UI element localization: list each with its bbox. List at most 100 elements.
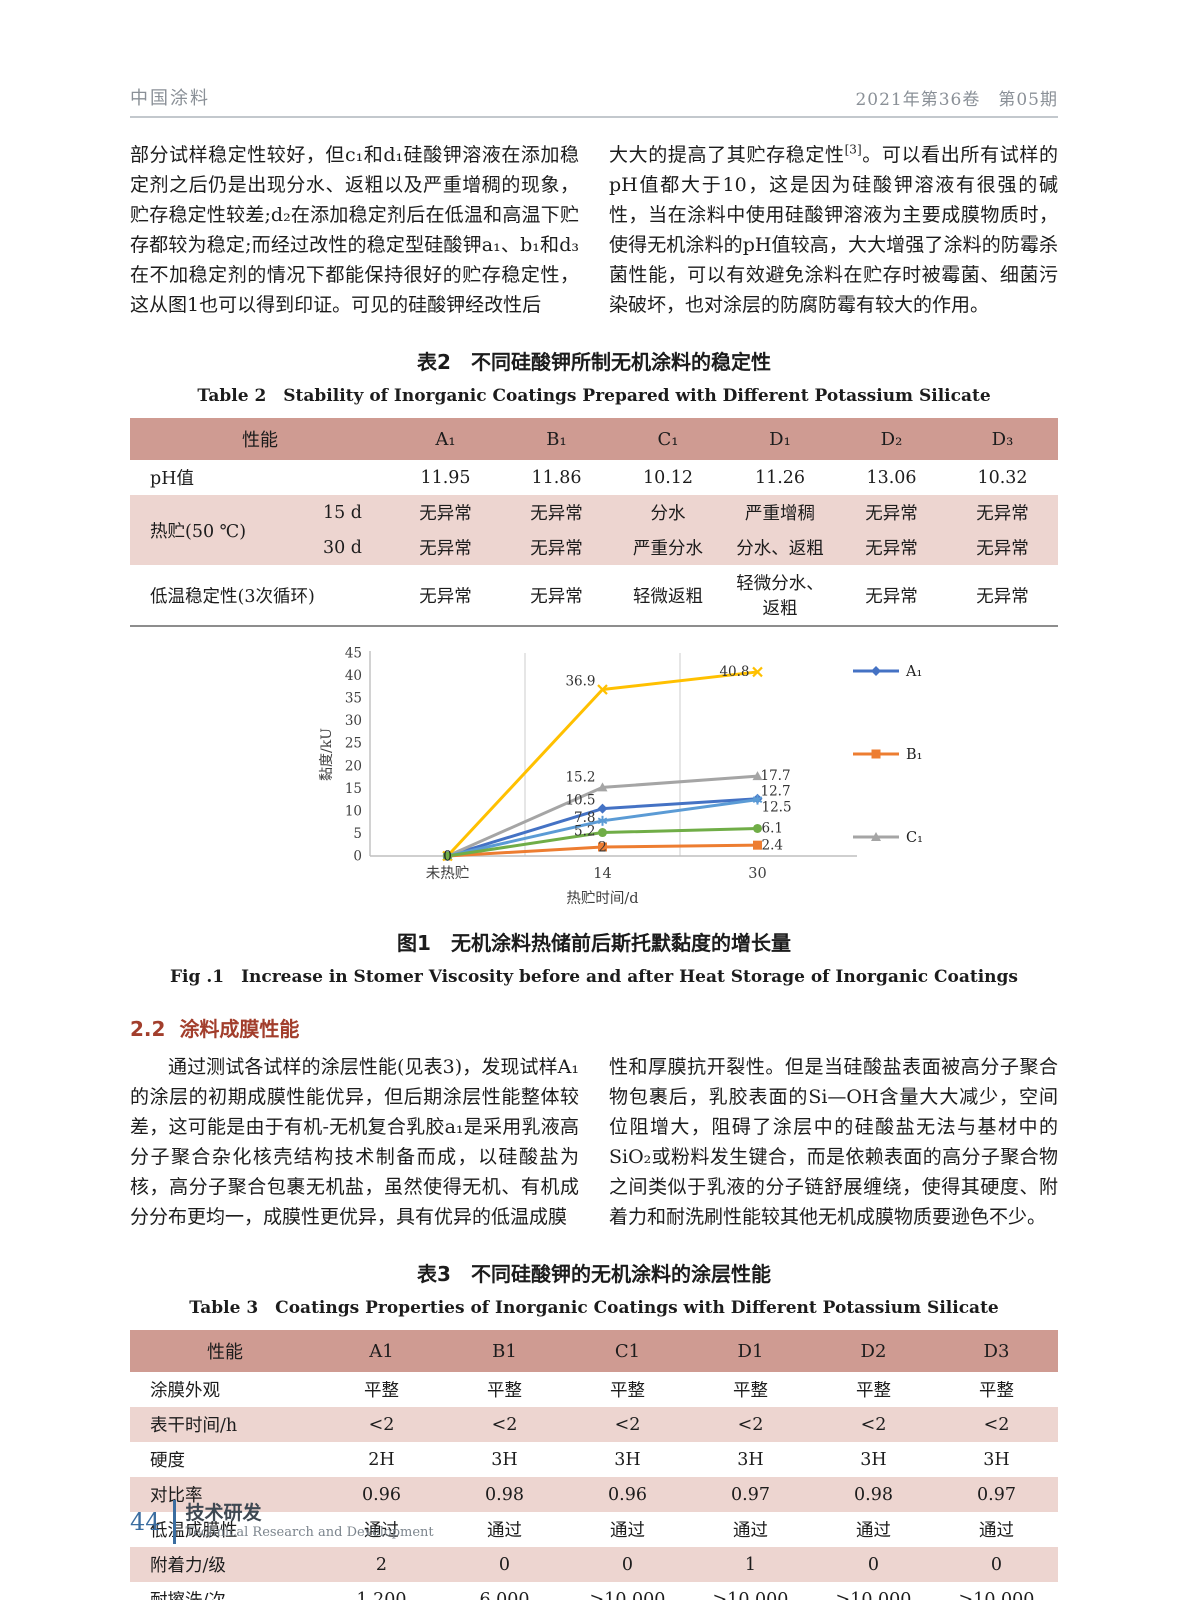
table3-title-cn: 表3 不同硅酸钾的无机涂料的涂层性能 bbox=[417, 1262, 771, 1286]
table-cell: 11.86 bbox=[531, 467, 582, 488]
data-label: 0 bbox=[443, 849, 452, 865]
marker-x bbox=[752, 666, 763, 678]
page-number: 44 bbox=[130, 1508, 161, 1536]
y-tick-label: 0 bbox=[353, 849, 362, 865]
table-header-cell: D3 bbox=[935, 1330, 1058, 1372]
footer-section-cn: 技术研发 bbox=[185, 1502, 262, 1524]
data-label: 40.8 bbox=[719, 664, 749, 680]
marker-diamond bbox=[597, 803, 608, 814]
marker-square bbox=[753, 840, 762, 850]
table-header-cell: D1 bbox=[689, 1330, 812, 1372]
table-cell: 通过 bbox=[733, 1521, 768, 1541]
table2: 性能 A₁ B₁ C₁ D₁ D₂ D₃ pH值 11.95 11.86 10.… bbox=[130, 418, 1058, 627]
marker-diamond bbox=[871, 666, 881, 676]
issue-info: 2021年第36卷 第05期 bbox=[855, 90, 1058, 110]
table-cell: 无异常 bbox=[836, 495, 947, 530]
data-label: 7.8 bbox=[574, 810, 595, 826]
data-label: 2.4 bbox=[762, 838, 783, 854]
table-cell: 1 200 bbox=[356, 1589, 407, 1600]
y-tick-label: 5 bbox=[353, 826, 362, 842]
marker-triangle bbox=[752, 771, 763, 781]
table-cell: <2 bbox=[689, 1407, 812, 1442]
table-cell: 轻微返粗 bbox=[633, 586, 703, 607]
table-cell: 平整 bbox=[856, 1381, 891, 1401]
section-title: 涂料成膜性能 bbox=[179, 1017, 300, 1041]
table-cell: 3H bbox=[614, 1449, 641, 1470]
table-cell: >10 000 bbox=[589, 1589, 666, 1600]
y-tick-label: 15 bbox=[345, 781, 362, 797]
table-cell: <2 bbox=[566, 1407, 689, 1442]
table-cell: 通过 bbox=[979, 1521, 1014, 1541]
table-cell: 3H bbox=[491, 1449, 518, 1470]
table-cell: 低温成膜性 bbox=[150, 1521, 238, 1541]
marker-circle bbox=[443, 851, 452, 861]
x-tick-label: 30 bbox=[748, 866, 766, 882]
table3-title-en: Table 3 Coatings Properties of Inorganic… bbox=[189, 1298, 999, 1318]
table-cell: 2H bbox=[368, 1449, 395, 1470]
table-row: 耐擦洗/次 1 200 6 000 >10 000 >10 000 >10 000 >10 … bbox=[130, 1582, 1058, 1600]
intro-right-text-cont: 。可以看出所有试样的pH值都大于10，这是因为硅酸钾溶液有很强的碱性，当在涂料中… bbox=[609, 144, 1058, 316]
marker-triangle bbox=[871, 832, 881, 841]
x-tick-label: 14 bbox=[593, 866, 611, 882]
marker-square bbox=[871, 749, 881, 759]
table-cell: 严重分水 bbox=[612, 530, 724, 565]
table-cell: 附着力/级 bbox=[130, 1547, 320, 1582]
x-axis-title: 热贮时间/d bbox=[566, 890, 638, 907]
table-header-cell: D2 bbox=[812, 1330, 935, 1372]
table-cell: 0.96 bbox=[566, 1477, 689, 1512]
table-cell: 0 bbox=[812, 1547, 935, 1582]
table-cell: 通过 bbox=[487, 1521, 522, 1541]
table-cell: 11.26 bbox=[754, 467, 806, 488]
journal-name: 中国涂料 bbox=[130, 88, 210, 109]
table-header-cell: C1 bbox=[566, 1330, 689, 1372]
table-header-cell: A₁ bbox=[390, 418, 501, 460]
table-cell: 0 bbox=[566, 1547, 689, 1582]
table-cell: 无异常 bbox=[836, 530, 947, 565]
marker-x bbox=[597, 684, 608, 695]
table-header-cell: 性能 bbox=[130, 1330, 320, 1372]
intro-right-text: 大大的提高了其贮存稳定性 bbox=[609, 144, 845, 166]
table-cell: <2 bbox=[443, 1407, 566, 1442]
table-cell: 分水 bbox=[612, 495, 724, 530]
legend-label: B₁ bbox=[906, 747, 922, 763]
table-cell: 平整 bbox=[364, 1381, 399, 1401]
intro-right-column: 大大的提高了其贮存稳定性[3]。可以看出所有试样的pH值都大于10，这是因为硅酸… bbox=[609, 140, 1058, 320]
table-cell: 表干时间/h bbox=[130, 1407, 320, 1442]
table-cell: 无异常 bbox=[530, 586, 583, 607]
y-axis-title: 黏度/kU bbox=[319, 728, 335, 781]
legend-label: A₁ bbox=[905, 664, 922, 680]
y-tick-label: 45 bbox=[345, 646, 362, 662]
table-header-cell: D₃ bbox=[947, 418, 1058, 460]
table-cell: 无异常 bbox=[865, 586, 918, 607]
table2-title-en: Table 2 Stability of Inorganic Coatings … bbox=[197, 386, 991, 406]
table-cell: 0.98 bbox=[443, 1477, 566, 1512]
table-row: 30 d 无异常 无异常 严重分水 分水、返粗 无异常 无异常 bbox=[130, 530, 1058, 565]
marker-asterisk bbox=[752, 796, 763, 803]
data-label: 17.7 bbox=[761, 768, 791, 784]
table-header-cell: B₁ bbox=[501, 418, 612, 460]
table-cell: 耐擦洗/次 bbox=[130, 1582, 320, 1600]
intro-paragraphs: 部分试样稳定性较好，但c₁和d₁硅酸钾溶液在添加稳定剂之后仍是出现分水、返粗以及… bbox=[130, 140, 1058, 320]
table-cell: 平整 bbox=[733, 1381, 768, 1401]
section22-right-column: 性和厚膜抗开裂性。但是当硅酸盐表面被高分子聚合物包裹后，乳胶表面的Si—OH含量… bbox=[609, 1056, 1058, 1228]
table-row: 低温稳定性(3次循环) 无异常 无异常 轻微返粗 轻微分水、返粗 无异常 无异常 bbox=[130, 565, 1058, 626]
table-cell: 3H bbox=[983, 1449, 1010, 1470]
table-cell: 无异常 bbox=[501, 530, 612, 565]
table-row: 硬度 2H 3H 3H 3H 3H 3H bbox=[130, 1442, 1058, 1477]
table-cell: 无异常 bbox=[976, 586, 1029, 607]
table-cell: 11.95 bbox=[420, 467, 471, 488]
footer-divider bbox=[172, 1500, 176, 1544]
table-cell: 2 bbox=[320, 1547, 443, 1582]
table-cell: 无异常 bbox=[501, 495, 612, 530]
table-cell: 0 bbox=[935, 1547, 1058, 1582]
data-label: 6.1 bbox=[762, 820, 783, 836]
table-cell: 无异常 bbox=[390, 530, 501, 565]
marker-circle bbox=[598, 828, 607, 838]
citation-ref: [3] bbox=[844, 142, 862, 157]
section22-left-column: 通过测试各试样的涂层性能(见表3)，发现试样A₁的涂层的初期成膜性能优异，但后期… bbox=[130, 1056, 579, 1228]
section-heading: 2.2 涂料成膜性能 bbox=[130, 1013, 1058, 1042]
x-tick-label: 未热贮 bbox=[426, 865, 470, 882]
data-label: 5.2 bbox=[574, 824, 595, 840]
table-row: 性能 A1 B1 C1 D1 D2 D3 bbox=[130, 1330, 1058, 1372]
